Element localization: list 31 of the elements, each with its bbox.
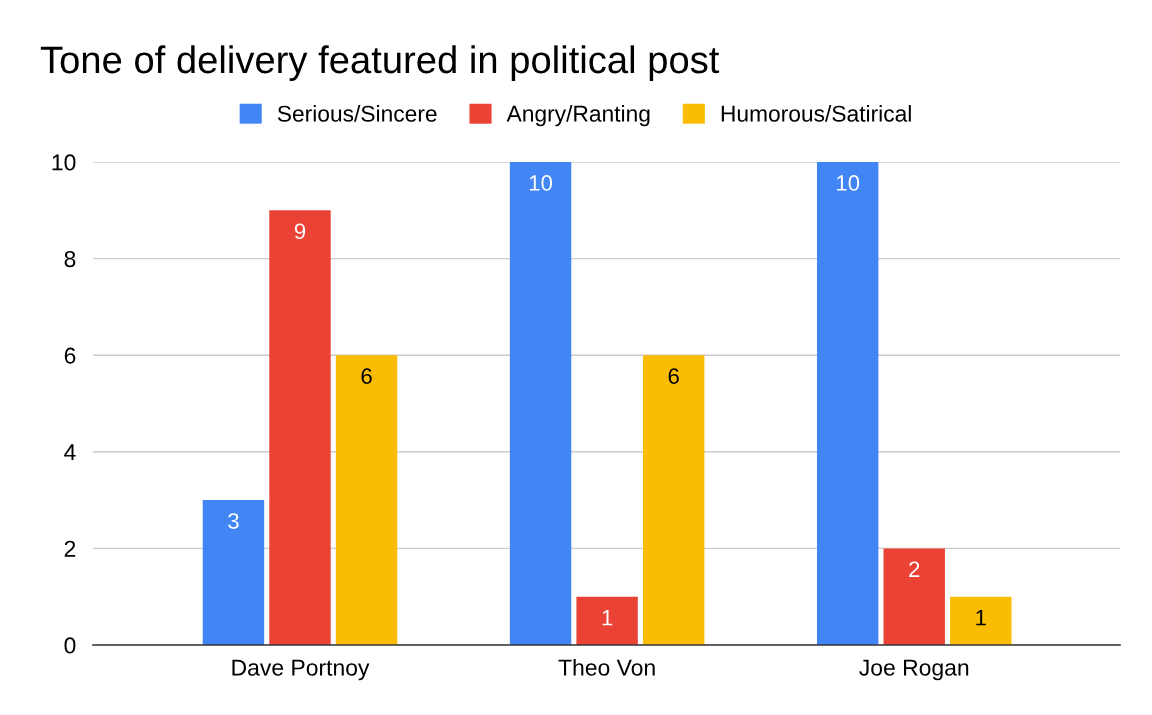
x-tick-label: Joe Rogan bbox=[859, 659, 969, 681]
bar bbox=[202, 500, 265, 645]
y-tick-label: 2 bbox=[64, 540, 76, 557]
bar bbox=[269, 210, 331, 645]
legend-label: Angry/Ranting bbox=[506, 105, 650, 127]
legend-label: Humorous/Satirical bbox=[721, 105, 911, 122]
x-tick-label: Dave Portnoy bbox=[232, 659, 370, 681]
data-label: 1 bbox=[976, 610, 986, 626]
data-label: 10 bbox=[529, 175, 553, 191]
data-label: 6 bbox=[361, 368, 372, 385]
data-label: 10 bbox=[837, 175, 860, 191]
bar bbox=[576, 596, 638, 645]
bar bbox=[335, 355, 398, 645]
x-tick-label: Theo Von bbox=[558, 658, 655, 676]
bar bbox=[642, 355, 705, 645]
chart-title: Tone of delivery featured in political post bbox=[40, 45, 720, 81]
data-label: 6 bbox=[668, 368, 679, 385]
data-label: 3 bbox=[228, 513, 239, 529]
data-label: 9 bbox=[294, 223, 306, 240]
y-tick-label: 10 bbox=[52, 154, 76, 171]
bar bbox=[816, 162, 879, 645]
bar bbox=[883, 548, 945, 645]
data-label: 2 bbox=[909, 561, 920, 577]
y-tick-label: 4 bbox=[64, 444, 76, 461]
data-label: 1 bbox=[602, 610, 613, 626]
y-tick-label: 0 bbox=[64, 637, 76, 654]
y-tick-label: 6 bbox=[64, 347, 76, 364]
bar bbox=[509, 162, 572, 645]
bar bbox=[950, 596, 1012, 645]
legend-label: Serious/Sincere bbox=[277, 105, 437, 122]
y-tick-label: 8 bbox=[64, 250, 76, 268]
